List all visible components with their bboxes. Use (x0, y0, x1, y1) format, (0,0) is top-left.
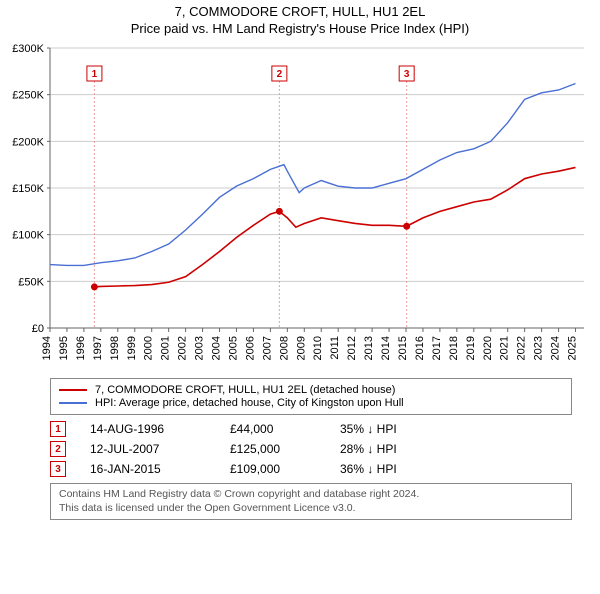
x-tick-label: 2002 (177, 336, 189, 360)
attribution: Contains HM Land Registry data © Crown c… (50, 483, 572, 520)
sale-dot (91, 283, 98, 290)
x-tick-label: 2015 (397, 336, 409, 360)
sale-marker-number: 1 (92, 69, 98, 80)
sale-row-vs-hpi: 28% ↓ HPI (340, 442, 397, 456)
title-address: 7, COMMODORE CROFT, HULL, HU1 2EL (0, 4, 600, 19)
sale-dot (403, 223, 410, 230)
x-tick-label: 2011 (329, 336, 341, 360)
sale-row-price: £44,000 (230, 422, 340, 436)
sale-row-date: 12-JUL-2007 (90, 442, 230, 456)
legend-swatch (59, 389, 87, 391)
sale-row-price: £109,000 (230, 462, 340, 476)
legend: 7, COMMODORE CROFT, HULL, HU1 2EL (detac… (50, 378, 572, 415)
x-tick-label: 2003 (194, 336, 206, 360)
x-tick-label: 2017 (431, 336, 443, 360)
x-tick-label: 1994 (41, 336, 53, 360)
y-tick-label: £300K (12, 43, 44, 55)
x-tick-label: 2001 (160, 336, 172, 360)
x-tick-label: 2004 (211, 336, 223, 360)
x-tick-label: 2007 (261, 336, 273, 360)
x-tick-label: 2006 (244, 336, 256, 360)
chart-area: £0 £50K £100K £150K £200K £250K £300K 1994 1995 1… (0, 42, 600, 372)
x-tick-label: 2019 (465, 336, 477, 360)
legend-item: 7, COMMODORE CROFT, HULL, HU1 2EL (detac… (59, 384, 563, 396)
x-tick-label: 2008 (278, 336, 290, 360)
x-tick-label: 2023 (533, 336, 545, 360)
x-tick-label: 2012 (346, 336, 358, 360)
x-tick-label: 2022 (516, 336, 528, 360)
legend-item: HPI: Average price, detached house, City… (59, 397, 563, 409)
x-tick-label: 2005 (227, 336, 239, 360)
y-tick-label: £250K (12, 90, 44, 102)
x-tick-label: 1999 (126, 336, 138, 360)
x-tick-label: 2021 (499, 336, 511, 360)
attribution-line2: This data is licensed under the Open Gov… (59, 502, 563, 516)
x-tick-label: 2020 (482, 336, 494, 360)
x-tick-label: 1996 (75, 336, 87, 360)
sale-marker-number: 3 (404, 69, 410, 80)
sale-row-vs-hpi: 36% ↓ HPI (340, 462, 397, 476)
y-tick-label: £50K (18, 276, 44, 288)
sale-dot (276, 208, 283, 215)
sale-row-marker: 3 (50, 461, 66, 477)
x-tick-label: 2009 (295, 336, 307, 360)
x-tick-label: 2025 (567, 336, 579, 360)
y-tick-label: £0 (32, 323, 44, 335)
x-tick-label: 1995 (58, 336, 70, 360)
legend-label: 7, COMMODORE CROFT, HULL, HU1 2EL (detac… (95, 384, 395, 396)
sale-row-marker: 1 (50, 421, 66, 437)
chart-titles: 7, COMMODORE CROFT, HULL, HU1 2EL Price … (0, 4, 600, 36)
y-tick-label: £100K (12, 230, 44, 242)
x-tick-label: 1998 (109, 336, 121, 360)
sale-row: 1 14-AUG-1996£44,00035% ↓ HPI (50, 421, 572, 437)
y-tick-label: £200K (12, 136, 44, 148)
sale-row-marker: 2 (50, 441, 66, 457)
title-subtitle: Price paid vs. HM Land Registry's House … (0, 21, 600, 36)
y-tick-label: £150K (12, 183, 44, 195)
sales-table: 1 14-AUG-1996£44,00035% ↓ HPI 2 12-JUL-2007… (50, 421, 572, 477)
x-tick-label: 2014 (380, 336, 392, 360)
x-tick-label: 2016 (414, 336, 426, 360)
x-tick-label: 2018 (448, 336, 460, 360)
attribution-line1: Contains HM Land Registry data © Crown c… (59, 488, 563, 502)
x-tick-label: 2010 (312, 336, 324, 360)
x-tick-label: 2013 (363, 336, 375, 360)
series-hpi (50, 83, 576, 265)
x-tick-label: 2000 (143, 336, 155, 360)
sale-row: 3 16-JAN-2015£109,00036% ↓ HPI (50, 461, 572, 477)
sale-marker-number: 2 (277, 69, 283, 80)
sale-row-date: 16-JAN-2015 (90, 462, 230, 476)
sale-row-date: 14-AUG-1996 (90, 422, 230, 436)
legend-swatch (59, 402, 87, 404)
legend-label: HPI: Average price, detached house, City… (95, 397, 404, 409)
x-tick-label: 2024 (550, 336, 562, 360)
sale-row-price: £125,000 (230, 442, 340, 456)
x-tick-label: 1997 (92, 336, 104, 360)
line-chart: £0 £50K £100K £150K £200K £250K £300K 1994 1995 1… (0, 42, 600, 372)
sale-row-vs-hpi: 35% ↓ HPI (340, 422, 397, 436)
sale-row: 2 12-JUL-2007£125,00028% ↓ HPI (50, 441, 572, 457)
